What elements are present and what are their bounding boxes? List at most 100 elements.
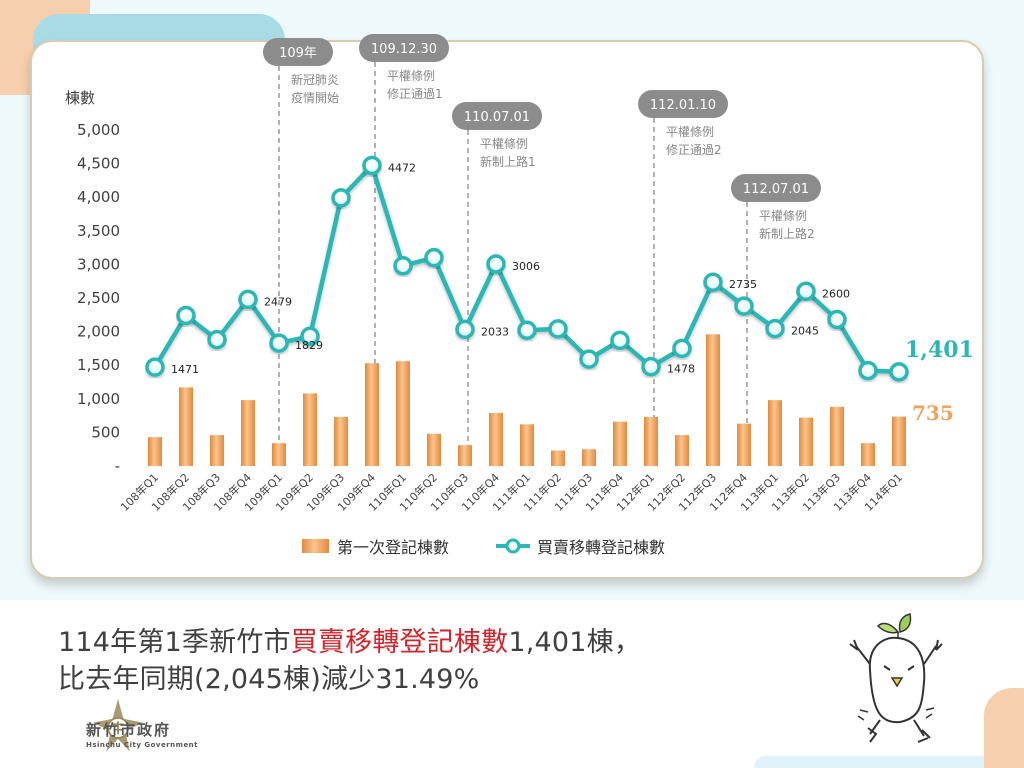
event-date: 109年 bbox=[279, 46, 317, 61]
y-tick-label: 4,000 bbox=[77, 188, 120, 206]
decor-blue-strip bbox=[754, 756, 984, 768]
event-note: 新制上路1 bbox=[480, 154, 536, 169]
line-marker bbox=[393, 255, 413, 276]
bar bbox=[551, 450, 565, 466]
line-marker bbox=[858, 360, 878, 381]
data-label: 2033 bbox=[481, 325, 509, 338]
data-label: 2479 bbox=[264, 295, 292, 308]
data-label: 1471 bbox=[171, 363, 199, 376]
legend: 第一次登記棟數 買賣移轉登記棟數 bbox=[302, 538, 665, 557]
line-marker bbox=[889, 362, 909, 382]
bar bbox=[582, 449, 596, 466]
legend-line-label: 買賣移轉登記棟數 bbox=[537, 538, 665, 557]
y-tick-label: 1,000 bbox=[77, 390, 120, 408]
bar bbox=[489, 412, 503, 466]
data-label: 4472 bbox=[388, 161, 416, 174]
chart: 109年新冠肺炎疫情開始109.12.30平權條例修正通過1110.07.01平… bbox=[65, 34, 974, 557]
y-tick-label: 500 bbox=[91, 423, 120, 441]
y-tick-label: 5,000 bbox=[77, 121, 120, 139]
event-note: 修正通過2 bbox=[666, 142, 722, 157]
bar bbox=[520, 424, 534, 466]
y-axis-label: 棟數 bbox=[65, 89, 95, 107]
data-label: 2045 bbox=[791, 325, 819, 338]
line-series bbox=[145, 155, 909, 382]
data-label: 1478 bbox=[667, 363, 695, 376]
line-marker bbox=[548, 319, 568, 339]
data-label: 3006 bbox=[512, 260, 540, 273]
bar bbox=[706, 334, 720, 466]
event-date: 112.01.10 bbox=[650, 98, 716, 113]
line-marker bbox=[145, 357, 165, 377]
bar bbox=[272, 443, 286, 466]
line-marker bbox=[610, 330, 630, 351]
city-seal-icon bbox=[93, 698, 143, 752]
data-label: 2600 bbox=[822, 287, 850, 300]
event-note: 平權條例 bbox=[759, 209, 807, 223]
summary-line-1: 114年第1季新竹市買賣移轉登記棟數1,401棟， bbox=[58, 620, 641, 659]
bar bbox=[799, 417, 813, 466]
decor-peach-corner-br bbox=[984, 688, 1024, 768]
legend-bar-swatch bbox=[302, 539, 329, 553]
line-marker bbox=[827, 309, 847, 330]
line-marker bbox=[703, 272, 723, 292]
bar bbox=[768, 400, 782, 466]
y-tick-label: 3,000 bbox=[77, 255, 120, 273]
event-date-badge bbox=[263, 38, 333, 66]
y-tick-label: 2,000 bbox=[77, 323, 120, 341]
bar bbox=[458, 445, 472, 466]
logo-english: Hsinchu City Government bbox=[86, 741, 199, 749]
data-label: 2735 bbox=[729, 278, 757, 291]
line-marker bbox=[455, 319, 475, 340]
bar bbox=[241, 400, 255, 466]
summary-line-1-post: 1,401棟， bbox=[508, 627, 642, 658]
event-note: 修正通過1 bbox=[387, 86, 443, 101]
annotation-layer: 109年新冠肺炎疫情開始109.12.30平權條例修正通過1110.07.01平… bbox=[263, 34, 821, 466]
line-marker bbox=[331, 188, 351, 208]
line-marker bbox=[362, 155, 382, 176]
logo-name: 新竹市政府 bbox=[86, 721, 172, 739]
event-date: 109.12.30 bbox=[371, 42, 437, 57]
x-axis: 108年Q1108年Q2108年Q3108年Q4109年Q1109年Q2109年… bbox=[118, 470, 906, 514]
bar bbox=[303, 393, 317, 466]
bar-series bbox=[148, 334, 906, 466]
event-note: 平權條例 bbox=[666, 125, 714, 139]
event-date-badge bbox=[359, 34, 449, 62]
line-marker bbox=[796, 281, 816, 302]
bar bbox=[148, 437, 162, 466]
line-marker bbox=[765, 318, 785, 339]
event-note: 平權條例 bbox=[387, 69, 435, 83]
y-tick-label: 4,500 bbox=[77, 155, 120, 173]
bar bbox=[644, 416, 658, 466]
data-label-layer: 1471 2479 1829 4472 2033 3006 1478 2735 2045 2600 bbox=[171, 161, 850, 376]
bar bbox=[892, 416, 906, 466]
line-marker bbox=[641, 356, 661, 377]
event-date-badge bbox=[638, 90, 728, 118]
line-marker bbox=[269, 333, 289, 353]
bar bbox=[613, 421, 627, 466]
mascot-illustration bbox=[849, 613, 943, 743]
bar bbox=[737, 423, 751, 466]
line-marker bbox=[486, 254, 506, 274]
event-note: 新冠肺炎 bbox=[291, 72, 339, 87]
legend-bar-label: 第一次登記棟數 bbox=[337, 538, 449, 557]
line-marker bbox=[672, 338, 692, 359]
bar bbox=[830, 406, 844, 466]
line-marker bbox=[424, 247, 444, 268]
end-label-line: 1,401 bbox=[905, 337, 974, 363]
line-marker bbox=[300, 326, 320, 347]
bar bbox=[675, 435, 689, 466]
y-tick-label: 3,500 bbox=[77, 222, 120, 240]
bar bbox=[861, 443, 875, 466]
bar bbox=[365, 363, 379, 466]
line-marker bbox=[734, 296, 754, 316]
summary-line-1-pre: 114年第1季新竹市 bbox=[58, 627, 291, 658]
bar bbox=[396, 361, 410, 466]
bar bbox=[427, 433, 441, 466]
event-date-badge bbox=[731, 174, 821, 202]
bar bbox=[334, 416, 348, 466]
summary-highlight: 買賣移轉登記棟數 bbox=[290, 627, 509, 658]
line-marker bbox=[517, 320, 537, 341]
y-tick-label: 1,500 bbox=[77, 356, 120, 374]
event-date: 112.07.01 bbox=[743, 182, 809, 197]
y-tick-label: - bbox=[115, 457, 120, 475]
